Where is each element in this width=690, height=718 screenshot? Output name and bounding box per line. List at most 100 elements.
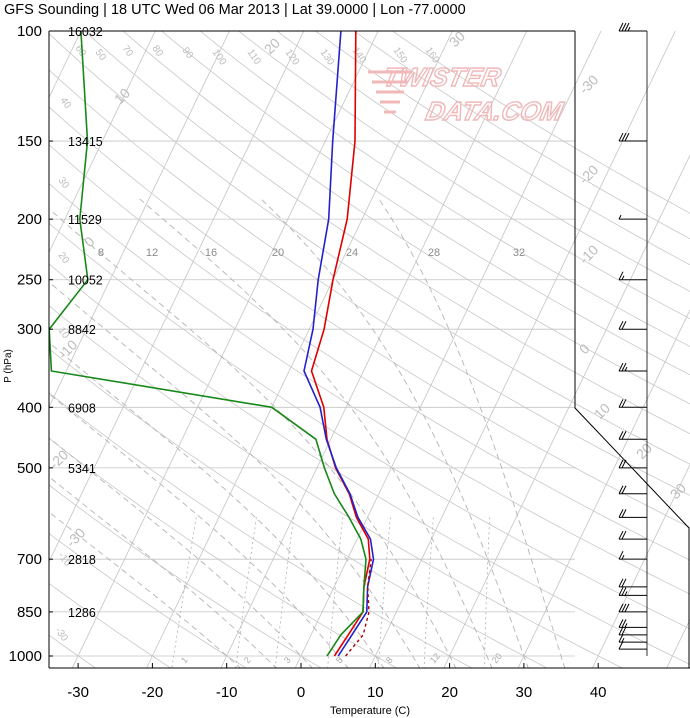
wind-barb-flag (618, 578, 624, 588)
isotherm-line (294, 31, 602, 668)
dry-adiabat-line (49, 532, 247, 668)
dry-adiabat-line (49, 69, 690, 496)
dry-adiabat-line (160, 31, 690, 376)
y-axis-label: P (hPa) (3, 349, 14, 383)
wind-barb-flag (618, 550, 624, 560)
mixing-ratio-label: 12 (428, 651, 442, 665)
wind-barb-flag (618, 626, 624, 636)
wind-barb-flag (618, 603, 624, 613)
moist-adiabat-line (138, 197, 493, 668)
wind-barb-flag (618, 22, 624, 32)
moist-adiabat-line (377, 197, 566, 668)
temperature-tick-label: -10 (216, 684, 238, 701)
isotherm-line (517, 309, 690, 668)
height-label: 16032 (68, 25, 103, 39)
wind-barb-flag (621, 275, 625, 280)
height-label: 2818 (68, 553, 96, 567)
wind-barb (618, 578, 647, 588)
wind-barb (618, 399, 647, 408)
moist-adiabat-line (49, 341, 385, 668)
moist-adiabat-line (49, 476, 277, 668)
temperature-tick-label: 20 (441, 684, 458, 701)
wind-barb (618, 431, 647, 440)
moist-adiabat-line (49, 437, 313, 668)
watermark-logo: TWISTER DATA.COM (368, 62, 568, 127)
dry-adiabat-line (122, 31, 690, 405)
wind-barb-flag (621, 578, 627, 588)
wind-barb (618, 550, 647, 560)
isotherm-line (591, 463, 690, 668)
wind-barb-flag (621, 530, 627, 540)
isotherm-line (49, 31, 305, 563)
mixing-ratio-line (171, 517, 197, 668)
wind-barb-flag (624, 623, 628, 628)
wind-barb-flag (618, 431, 624, 440)
wind-barb (618, 320, 647, 330)
dry-adiabat-line (49, 263, 690, 665)
height-label: 5341 (68, 462, 96, 476)
wind-barb-flag (618, 640, 624, 650)
mixing-ratio-label: 16 (205, 247, 217, 259)
mixing-ratio-label: 28 (428, 247, 440, 259)
chart-title: GFS Sounding | 18 UTC Wed 06 Mar 2013 | … (4, 2, 466, 18)
pressure-tick-label: 850 (17, 604, 42, 621)
wind-barb-flag (621, 509, 627, 518)
temperature-tick-label: 30 (516, 684, 533, 701)
mixing-ratio-label: 8 (384, 655, 395, 665)
wind-barb (618, 619, 647, 628)
wind-barb-flag (618, 214, 622, 220)
temperature-tick-label: 10 (367, 684, 384, 701)
wind-barb (618, 362, 647, 372)
wind-barb-flag (618, 320, 624, 330)
height-label: 8842 (68, 323, 96, 337)
pressure-tick-label: 100 (17, 23, 42, 40)
wind-barb (618, 459, 647, 469)
isotherm-line (49, 31, 230, 408)
height-label: 1286 (68, 606, 96, 620)
height-label: 10052 (68, 274, 103, 288)
wind-barb (618, 271, 647, 281)
temperature-tick-label: -20 (142, 684, 164, 701)
dry-adiabat-line (49, 222, 690, 630)
mixing-ratio-label: 2 (242, 655, 253, 665)
isotherm-line (220, 31, 528, 668)
wind-barb (618, 530, 647, 540)
wind-barb-flag (621, 362, 627, 372)
wind-barb-flag (621, 554, 625, 560)
x-axis-label: Temperature (C) (330, 705, 410, 717)
dry-adiabat-line (49, 106, 690, 528)
mixing-ratio-label: 20 (272, 247, 284, 259)
pressure-tick-label: 200 (17, 211, 42, 228)
wind-barb-flag (618, 509, 624, 518)
dry-adiabat-line (199, 31, 690, 347)
wind-barb (618, 214, 647, 220)
moist-adiabat-line (49, 393, 349, 668)
wind-barb-flag (621, 399, 627, 408)
mixing-ratio-line (235, 517, 257, 668)
wind-barb-flag (618, 530, 624, 540)
wind-barb-flag (624, 366, 628, 372)
dry-adiabat-line (49, 183, 690, 595)
wind-barb-flag (618, 362, 624, 372)
wind-barb (618, 509, 647, 518)
height-label: 6908 (68, 401, 96, 415)
wind-barb-flag (627, 26, 631, 32)
wind-barb-flag (624, 603, 630, 613)
wind-barb (618, 640, 647, 650)
dry-adiabat-line (49, 392, 473, 668)
pressure-tick-label: 700 (17, 551, 42, 568)
pressure-tick-label: 1000 (9, 648, 42, 665)
dry-adiabat-line (84, 31, 690, 435)
mixing-ratio-line (484, 517, 491, 668)
wind-barb-flag (621, 626, 627, 636)
mixing-ratio-line (274, 517, 295, 668)
mixing-ratio-label: 24 (346, 247, 358, 259)
pressure-tick-label: 250 (17, 272, 42, 289)
height-label: 13415 (68, 135, 103, 149)
watermark-text: DATA.COM (423, 96, 567, 126)
wind-barb-flag (618, 619, 624, 628)
wind-barb-flag (618, 459, 624, 469)
wind-barb-flag (624, 22, 630, 32)
wind-barb-flag (621, 22, 627, 32)
